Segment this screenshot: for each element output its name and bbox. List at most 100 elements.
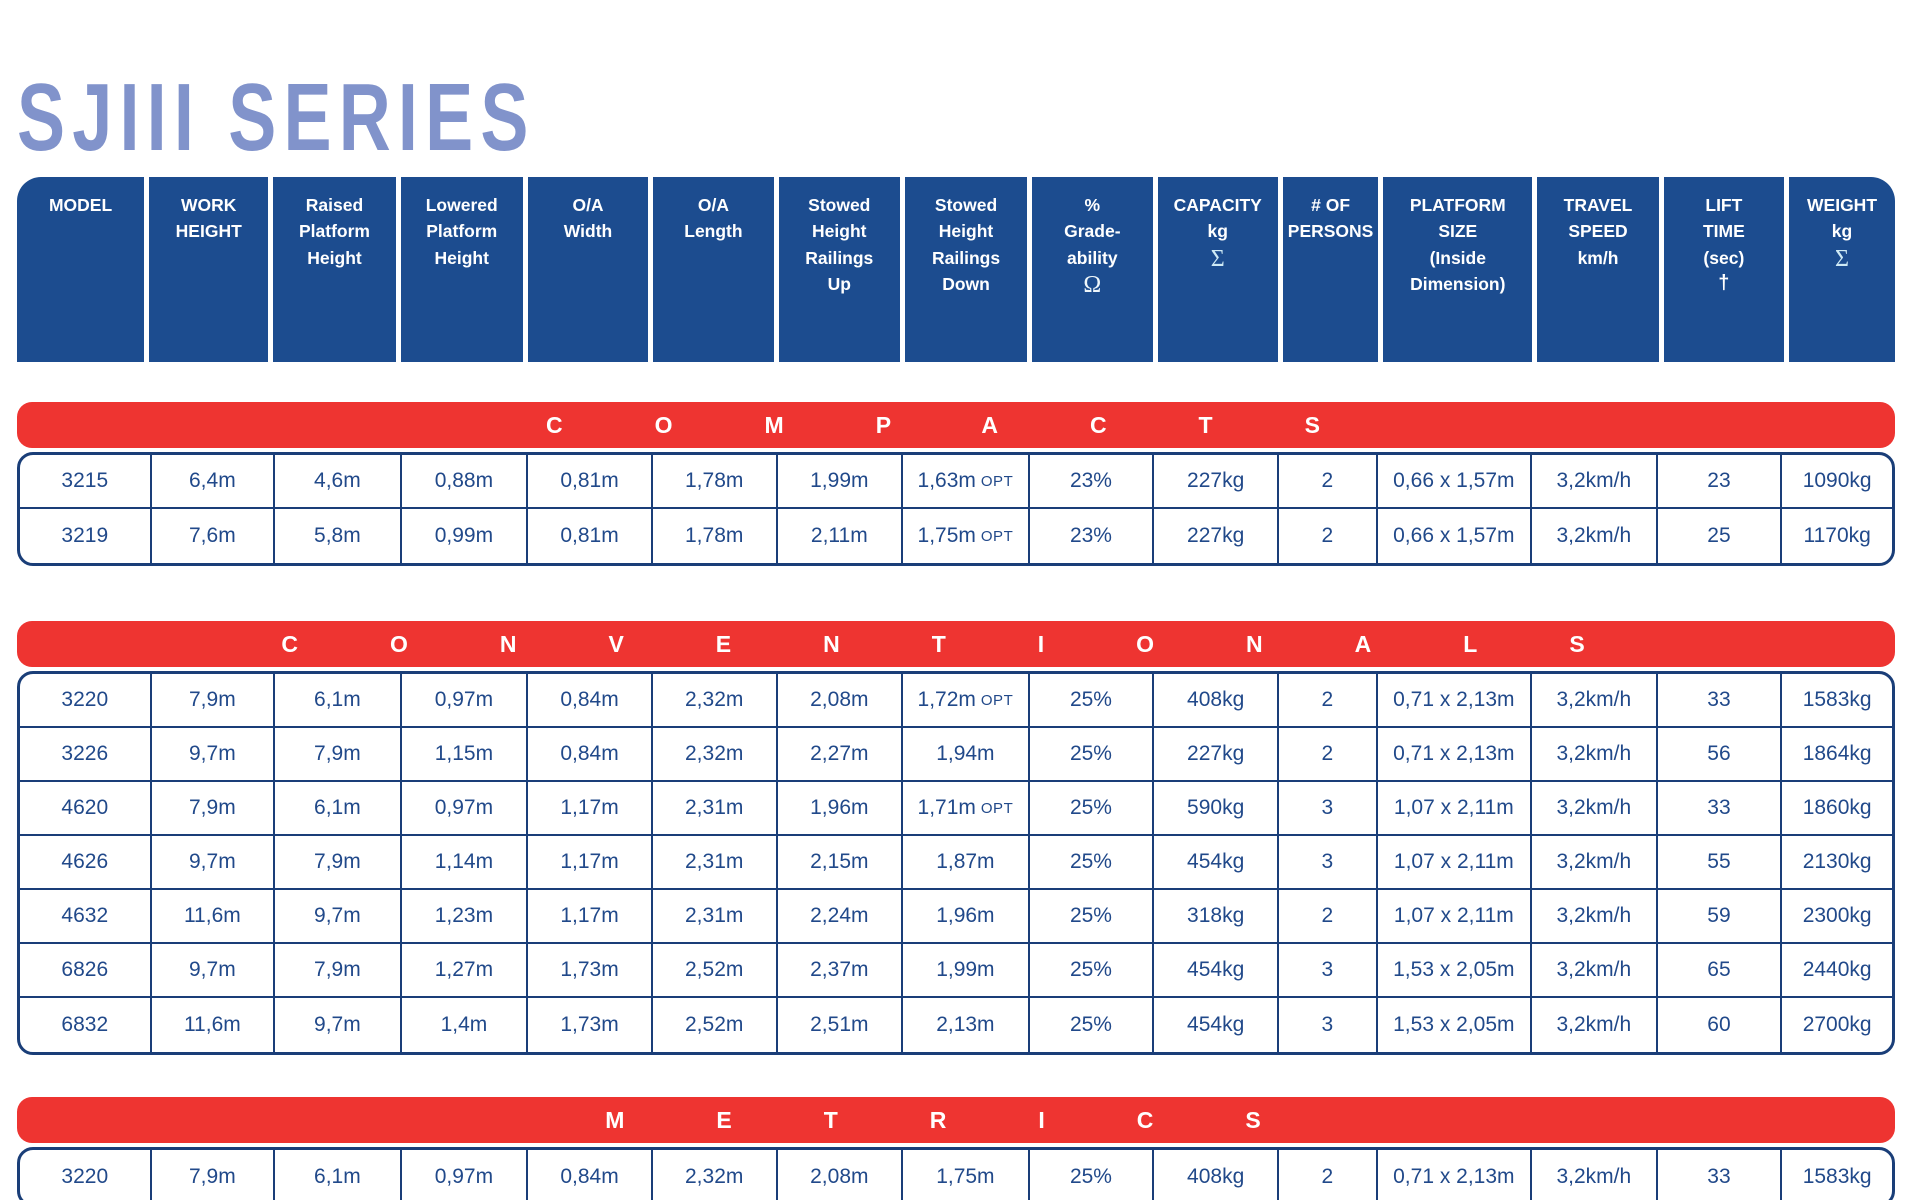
table-cell: 7,9m bbox=[275, 944, 402, 998]
table-cell: 0,97m bbox=[402, 1150, 529, 1200]
opt-suffix: OPT bbox=[980, 799, 1014, 817]
table-cell: 1,4m bbox=[402, 998, 529, 1052]
header-cell-capacity: CAPACITY kg Σ bbox=[1157, 177, 1278, 362]
table-cell: 11,6m bbox=[152, 998, 276, 1052]
table-cell: 1,07 x 2,11m bbox=[1377, 890, 1533, 944]
header-label-raised-platform-height: Raised Platform Height bbox=[299, 195, 370, 268]
opt-suffix: OPT bbox=[980, 691, 1014, 709]
header-cell-oa-length: O/A Length bbox=[653, 177, 774, 362]
table-cell: 1,75m bbox=[903, 1150, 1030, 1200]
table-row-conventionals-4626: 4626 9,7m 7,9m 1,14m 1,17m 2,31m 2,15m 1,87m 25%… bbox=[20, 836, 1892, 890]
table-cell: 454kg bbox=[1154, 944, 1279, 998]
page-title: SJIII SERIES bbox=[17, 70, 1895, 166]
table-cell: 5,8m bbox=[275, 509, 402, 563]
table-cell: 454kg bbox=[1154, 998, 1279, 1052]
table-cell: 2,32m bbox=[653, 1150, 778, 1200]
table-cell: 9,7m bbox=[151, 836, 276, 890]
table-cell: 2,32m bbox=[652, 728, 778, 782]
table-cell: 0,66 x 1,57m bbox=[1377, 455, 1533, 509]
header-label-persons: # OF PERSONS bbox=[1287, 195, 1374, 242]
table-cell: 227kg bbox=[1154, 728, 1279, 782]
header-cell-travel-speed: TRAVEL SPEED km/h bbox=[1537, 177, 1659, 362]
table-row-metrics-3220: 3220 7,9m 6,1m 0,97m 0,84m 2,32m 2,08m 1,75m 25%… bbox=[20, 1150, 1892, 1200]
table-cell: 4620 bbox=[20, 782, 152, 836]
table-cell: 2,15m bbox=[777, 836, 904, 890]
table-cell: 25% bbox=[1029, 782, 1155, 836]
table-cell: 3,2km/h bbox=[1532, 782, 1658, 836]
table-cell: 7,6m bbox=[152, 509, 276, 563]
table-cell: 1,75m OPT bbox=[903, 509, 1030, 563]
table-cell: 1,73m bbox=[528, 944, 653, 998]
table-cell: 2,27m bbox=[777, 728, 904, 782]
table-cell: 0,71 x 2,13m bbox=[1378, 1150, 1533, 1200]
table-cell: 2 bbox=[1278, 728, 1378, 782]
table-cell: 1,17m bbox=[528, 782, 653, 836]
table-cell: 0,71 x 2,13m bbox=[1377, 728, 1533, 782]
table-cell: 0,71 x 2,13m bbox=[1377, 674, 1533, 728]
table-cell: 2,08m bbox=[777, 674, 904, 728]
table-cell: 4632 bbox=[20, 890, 152, 944]
header-cell-lowered-platform-height: Lowered Platform Height bbox=[400, 177, 523, 362]
table-cell: 2700kg bbox=[1802, 1013, 1872, 1036]
header-label-weight: WEIGHT kg bbox=[1807, 195, 1878, 242]
table-cell: 408kg bbox=[1154, 674, 1279, 728]
table-cell: 3 bbox=[1279, 998, 1378, 1052]
table-cell: 3 bbox=[1278, 782, 1378, 836]
table-cell: 2,32m bbox=[652, 674, 778, 728]
table-cell: 2,31m bbox=[652, 836, 778, 890]
table-cell: 227kg bbox=[1154, 455, 1279, 509]
table-cell: 3220 bbox=[20, 1150, 152, 1200]
table-cell: 25% bbox=[1029, 674, 1155, 728]
table-cell: 3,2km/h bbox=[1532, 509, 1658, 563]
table-cell: 0,84m bbox=[528, 674, 653, 728]
page-content: SJIII SERIES MODEL WORK HEIGHT Raised Plat… bbox=[0, 70, 1920, 1200]
table-cell: 2440kg bbox=[1782, 944, 1892, 998]
table-cell: 1,78m bbox=[653, 509, 778, 563]
header-label-gradeability: % Grade- ability bbox=[1064, 195, 1121, 268]
table-cell: 3,2km/h bbox=[1532, 890, 1658, 944]
header-label-platform-size: PLATFORM SIZE (Inside Dimension) bbox=[1409, 195, 1506, 294]
table-row-compacts-3215: 3215 6,4m 4,6m 0,88m 0,81m 1,78m 1,99m 1,63m OPT… bbox=[20, 455, 1892, 509]
table-cell: 2 bbox=[1279, 1150, 1378, 1200]
opt-suffix: OPT bbox=[980, 472, 1014, 490]
table-cell: 25% bbox=[1029, 836, 1155, 890]
table-cell: 2,31m bbox=[652, 782, 778, 836]
table-cell: 23% bbox=[1030, 509, 1155, 563]
table-row-compacts-3219: 3219 7,6m 5,8m 0,99m 0,81m 1,78m 2,11m 1,75m OPT… bbox=[20, 509, 1892, 563]
table-cell: 1,17m bbox=[528, 890, 653, 944]
header-cell-stowed-height-railings-up: Stowed Height Railings Up bbox=[778, 177, 900, 362]
table-cell: 25% bbox=[1030, 1150, 1155, 1200]
table-cell: 1,71m OPT bbox=[903, 782, 1030, 836]
header-symbol-lift-time: † bbox=[1718, 271, 1730, 294]
header-label-capacity: CAPACITY kg bbox=[1173, 195, 1262, 242]
table-cell: 2,24m bbox=[777, 890, 904, 944]
table-cell: 2300kg bbox=[1782, 890, 1892, 944]
table-cell: 1,96m bbox=[903, 890, 1030, 944]
table-cell: 1,27m bbox=[401, 944, 529, 998]
table-row-conventionals-3226: 3226 9,7m 7,9m 1,15m 0,84m 2,32m 2,27m 1,94m 25%… bbox=[20, 728, 1892, 782]
header-label-lowered-platform-height: Lowered Platform Height bbox=[425, 195, 498, 268]
table-cell: 2 bbox=[1278, 890, 1378, 944]
header-cell-lift-time: LIFT TIME (sec) † bbox=[1663, 177, 1785, 362]
table-cell: 0,84m bbox=[528, 1150, 653, 1200]
table-cell: 1,07 x 2,11m bbox=[1377, 782, 1533, 836]
table-cell: 1,53 x 2,05m bbox=[1378, 998, 1533, 1052]
table-cell: 9,7m bbox=[275, 890, 402, 944]
table-cell: 6,1m bbox=[275, 674, 402, 728]
table-cell: 1,99m bbox=[777, 455, 904, 509]
table-cell: 6,1m bbox=[275, 1150, 402, 1200]
table-cell: 1090kg bbox=[1782, 455, 1892, 509]
table-cell: 6826 bbox=[20, 944, 152, 998]
table-cell: 1583kg bbox=[1802, 1165, 1872, 1188]
table-cell: 590kg bbox=[1154, 782, 1279, 836]
table-cell: 2 bbox=[1279, 509, 1378, 563]
table-cell: 2130kg bbox=[1782, 836, 1892, 890]
table-cell: 1,53 x 2,05m bbox=[1377, 944, 1533, 998]
sections: COMPACTS 3215 6,4m 4,6m 0,88m 0,81m 1,78m 1,99m… bbox=[17, 402, 1895, 1200]
table-cell: 0,97m bbox=[401, 782, 529, 836]
header-cell-stowed-height-railings-down: Stowed Height Railings Down bbox=[904, 177, 1028, 362]
header-label-model: MODEL bbox=[48, 195, 113, 215]
section-table-conventionals: 3220 7,9m 6,1m 0,97m 0,84m 2,32m 2,08m 1,72m OPT… bbox=[17, 671, 1895, 1055]
table-cell: 9,7m bbox=[275, 998, 402, 1052]
table-cell: 3,2km/h bbox=[1532, 674, 1658, 728]
